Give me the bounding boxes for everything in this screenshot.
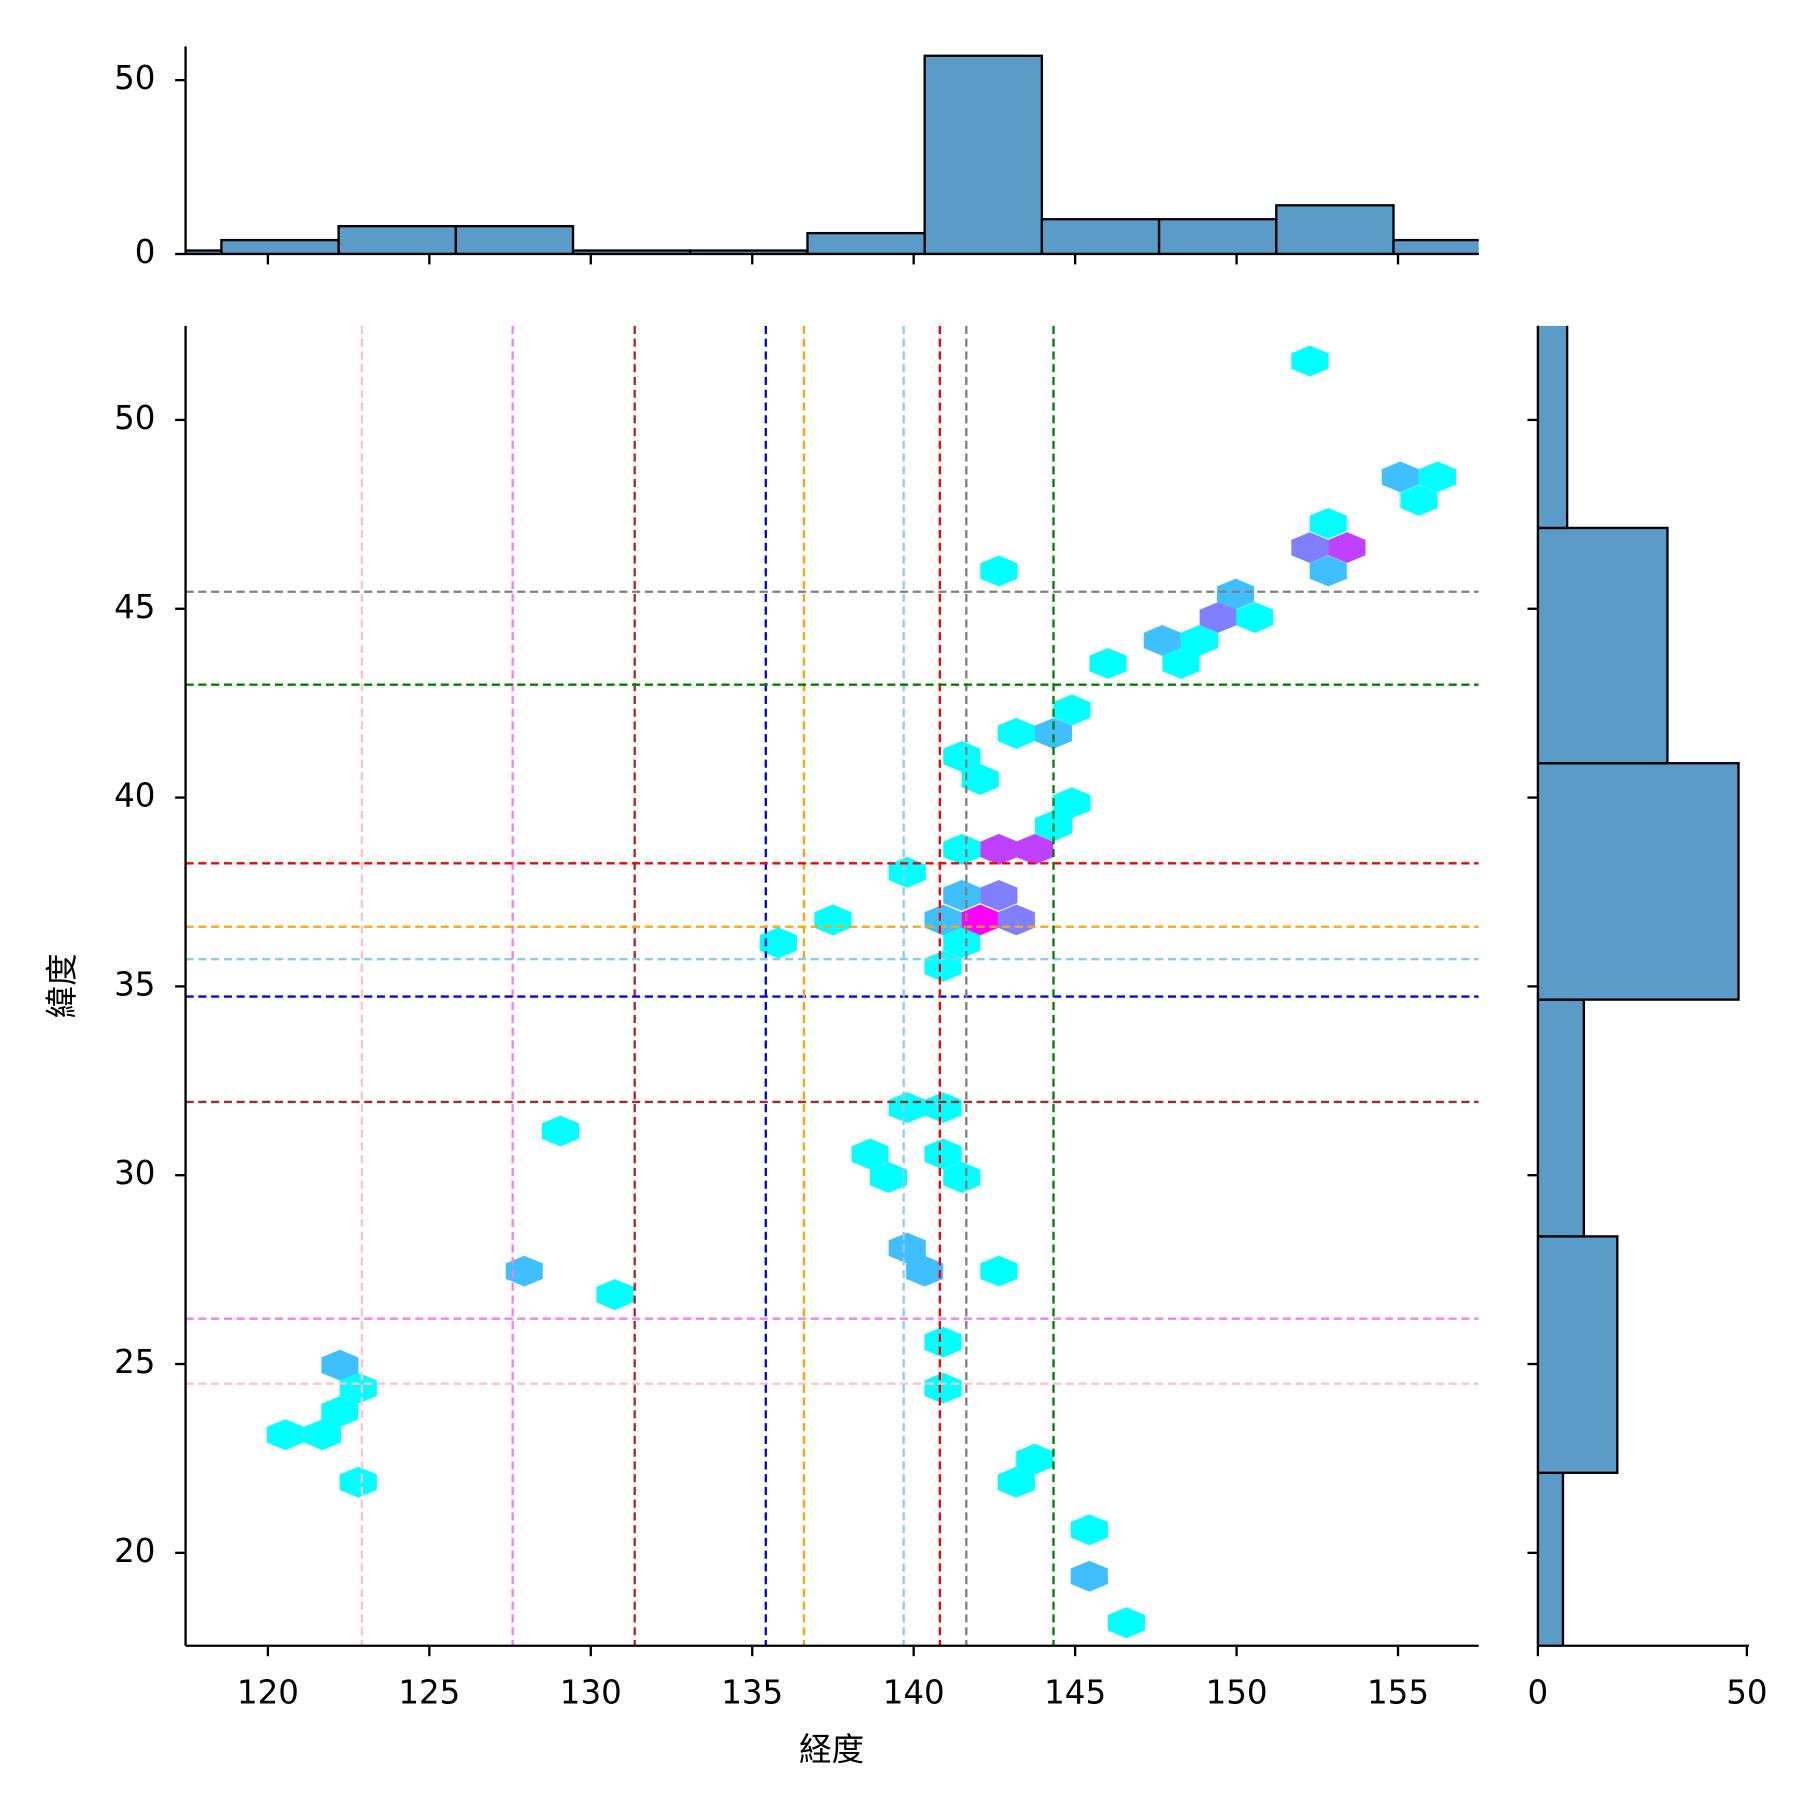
hex-cell: [505, 1255, 543, 1287]
histogram-bar: [1537, 998, 1586, 1238]
histogram-bar: [1537, 526, 1669, 765]
y-axis-label: 緯度: [43, 953, 81, 1018]
y-tick-label: 40: [114, 777, 155, 815]
y-tick-label: 50: [114, 59, 155, 97]
hex-cell: [1016, 833, 1054, 865]
hex-cell: [943, 1162, 981, 1193]
hex-cell: [1217, 578, 1255, 610]
hexbin-layer: [185, 325, 1479, 1646]
histogram-bar: [923, 54, 1044, 254]
hex-cell: [1034, 717, 1073, 749]
hex-cell: [1070, 1514, 1108, 1546]
hex-cell: [1418, 461, 1456, 493]
y-tick-label: 30: [114, 1154, 155, 1192]
hex-cell: [321, 1349, 359, 1381]
hex-cell: [943, 879, 981, 911]
hex-cell: [1089, 648, 1127, 679]
hex-cell: [321, 1396, 359, 1428]
hex-cell: [1053, 787, 1091, 819]
hex-cell: [596, 1279, 634, 1310]
histogram-bar: [337, 225, 457, 254]
hex-cell: [1291, 532, 1329, 564]
hex-cell: [1107, 1607, 1146, 1639]
hex-cell: [339, 1372, 377, 1404]
hex-cell: [1053, 694, 1091, 726]
histogram-bar: [1157, 218, 1278, 254]
histogram-bar: [1537, 762, 1740, 1001]
hex-cell: [1400, 484, 1438, 516]
hex-cell: [997, 1466, 1035, 1498]
x-axis-label: 経度: [799, 1730, 864, 1768]
y-tick-label: 20: [114, 1532, 155, 1570]
hex-cell: [1016, 1443, 1054, 1475]
hex-cell: [1236, 602, 1274, 633]
histogram-bar: [1537, 1471, 1565, 1646]
hex-cell: [943, 927, 981, 959]
x-tick-label: 140: [883, 1673, 945, 1711]
hex-cell: [943, 833, 981, 865]
hex-cell: [924, 1138, 962, 1170]
hex-cell: [906, 1255, 944, 1287]
hex-cell: [997, 904, 1035, 936]
y-tick-label: 35: [114, 965, 155, 1003]
hex-cell: [1070, 1560, 1108, 1592]
y-tick-label: 0: [135, 233, 156, 271]
hex-cell: [1328, 532, 1366, 564]
hex-cell: [924, 1326, 962, 1358]
hex-cell: [1291, 345, 1329, 377]
y-tick-label: 50: [114, 399, 155, 437]
hex-cell: [869, 1162, 908, 1193]
hex-cell: [1180, 625, 1218, 656]
hex-cell: [980, 879, 1018, 911]
hex-cell: [924, 1092, 962, 1124]
x-tick-label: 50: [1726, 1673, 1767, 1711]
hex-cell: [814, 904, 852, 936]
hex-cell: [541, 1115, 579, 1147]
x-tick-label: 135: [721, 1673, 783, 1711]
hex-cell: [1309, 555, 1347, 587]
hex-cell: [980, 833, 1018, 865]
histogram-bar: [1392, 238, 1479, 254]
hex-cell: [339, 1466, 377, 1498]
hex-cell: [1309, 507, 1347, 539]
hex-cell: [1199, 602, 1237, 633]
x-tick-label: 125: [398, 1673, 460, 1711]
x-tick-label: 130: [560, 1673, 622, 1711]
x-tick-label: 145: [1044, 1673, 1106, 1711]
x-tick-label: 155: [1367, 1673, 1429, 1711]
hex-cell: [759, 927, 797, 959]
hex-cell: [888, 856, 926, 888]
hex-cell: [961, 764, 999, 795]
hex-cell: [943, 740, 981, 772]
histogram-bar: [1537, 1235, 1619, 1474]
x-tick-label: 150: [1206, 1673, 1268, 1711]
histogram-bar: [220, 238, 340, 254]
y-tick-label: 25: [114, 1343, 155, 1381]
histogram-bar: [1275, 204, 1395, 254]
x-tick-label: 120: [237, 1673, 299, 1711]
hex-cell: [888, 1092, 926, 1124]
hex-cell: [1143, 625, 1181, 656]
histogram-layer: [1537, 325, 1740, 1646]
hex-cell: [1381, 461, 1419, 493]
hex-cell: [980, 555, 1018, 587]
hex-cell: [980, 1255, 1018, 1287]
y-tick-label: 45: [114, 588, 155, 626]
histogram-bar: [1040, 218, 1161, 254]
hex-cell: [303, 1419, 342, 1451]
histogram-bar: [806, 231, 926, 254]
hex-cell: [997, 717, 1035, 749]
hex-cell: [888, 1232, 926, 1264]
hex-cell: [1162, 648, 1200, 679]
hex-cell: [851, 1138, 889, 1170]
histogram-bar: [1537, 325, 1569, 530]
hex-cell: [266, 1419, 304, 1451]
histogram-bar: [454, 225, 575, 254]
histogram-layer: [185, 54, 1479, 254]
x-tick-label: 0: [1528, 1673, 1549, 1711]
hex-cell: [924, 1372, 962, 1404]
